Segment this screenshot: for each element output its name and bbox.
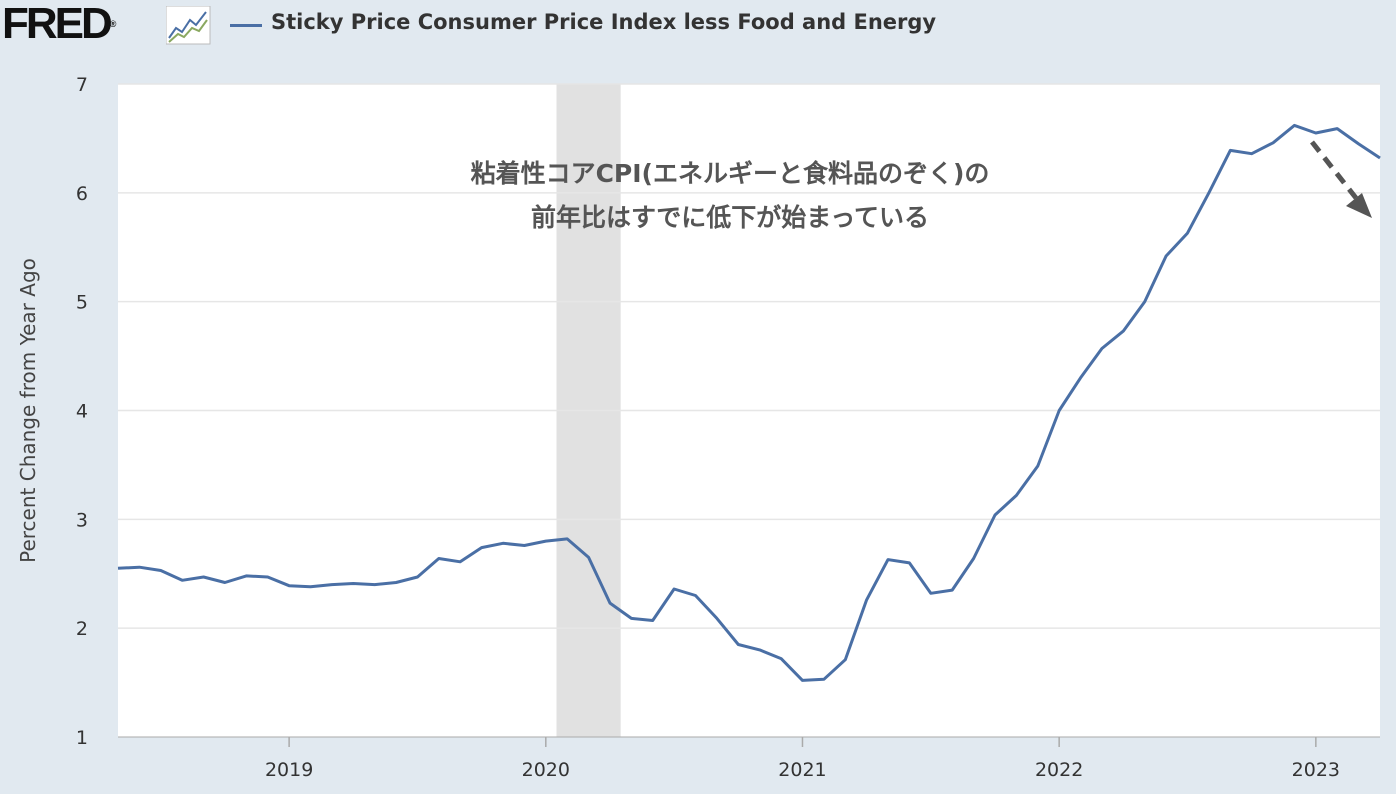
x-tick-label: 2022 — [1035, 759, 1083, 781]
arrow-shaft — [1310, 140, 1358, 200]
y-tick-label: 6 — [76, 183, 88, 205]
y-tick-label: 3 — [76, 509, 88, 531]
annotation-text: 前年比はすでに低下が始まっている — [531, 203, 929, 232]
y-tick-label: 7 — [76, 74, 88, 96]
y-axis-ticks: 1 2 3 4 5 6 7 — [76, 74, 88, 749]
line-graph-icon — [166, 6, 211, 45]
legend-swatch — [230, 24, 262, 27]
x-tick-label: 2023 — [1292, 759, 1340, 781]
x-axis-ticks: 2019 2020 2021 2022 2023 — [265, 737, 1340, 781]
y-tick-label: 5 — [76, 292, 88, 314]
series-layer — [117, 123, 1381, 682]
arrow-head — [1346, 193, 1372, 218]
arrow-layer — [1310, 140, 1372, 218]
fred-logo[interactable]: FRED® — [2, 2, 116, 46]
series-line — [117, 123, 1381, 682]
y-axis-title: Percent Change from Year Ago — [16, 258, 40, 563]
y-tick-label: 1 — [76, 727, 88, 749]
series-title[interactable]: Sticky Price Consumer Price Index less F… — [271, 10, 937, 34]
y-tick-label: 4 — [76, 401, 88, 423]
annotation-text: 粘着性コアCPI(エネルギーと食料品のぞく)の — [471, 159, 990, 188]
gridlines — [118, 83, 1380, 738]
y-tick-label: 2 — [76, 618, 88, 640]
fred-logo-text: FRED — [2, 0, 113, 48]
x-tick-label: 2021 — [778, 759, 826, 781]
registered-mark: ® — [109, 19, 117, 29]
x-tick-label: 2019 — [265, 759, 313, 781]
x-tick-label: 2020 — [522, 759, 570, 781]
chart-header: FRED® Sticky Price Consumer Price Index … — [0, 0, 1396, 52]
